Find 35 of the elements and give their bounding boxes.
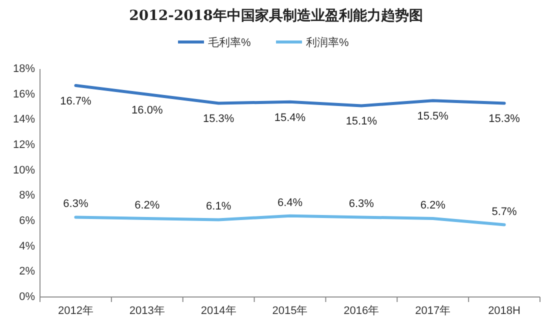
- data-label: 5.7%: [492, 206, 518, 218]
- y-tick-label: 14%: [12, 114, 36, 126]
- data-label: 6.2%: [134, 199, 160, 212]
- x-tick-label: 2017年: [415, 305, 451, 317]
- data-label: 16.7%: [60, 95, 92, 108]
- x-tick-label: 2018H: [488, 305, 521, 317]
- y-tick-label: 8%: [19, 190, 36, 202]
- x-tick-label: 2016年: [344, 305, 380, 317]
- legend-label: 毛利率%: [208, 36, 251, 49]
- y-tick-label: 0%: [19, 291, 36, 303]
- y-tick-label: 4%: [19, 240, 36, 252]
- data-label: 6.4%: [277, 196, 303, 209]
- x-tick-label: 2013年: [129, 305, 165, 317]
- x-tick-label: 2012年: [58, 305, 94, 317]
- data-label: 16.0%: [132, 104, 163, 116]
- data-label: 15.3%: [202, 113, 234, 126]
- data-label: 15.3%: [488, 113, 520, 126]
- y-tick-label: 2%: [19, 266, 36, 278]
- data-label: 6.3%: [348, 198, 374, 210]
- x-tick-label: 2014年: [200, 305, 236, 317]
- data-label: 6.1%: [206, 200, 232, 213]
- line-series: [74, 214, 506, 226]
- y-tick-label: 10%: [12, 164, 36, 176]
- legend-label: 利润率%: [306, 36, 349, 49]
- y-tick-label: 6%: [19, 215, 36, 227]
- chart-title: 2012-2018年中国家具制造业盈利能力趋势图: [129, 7, 423, 24]
- data-label: 15.4%: [274, 112, 306, 124]
- data-label: 6.3%: [63, 198, 88, 210]
- data-label: 15.1%: [346, 116, 378, 128]
- data-label: 15.5%: [417, 110, 449, 123]
- y-tick-label: 16%: [12, 88, 36, 100]
- x-tick-label: 2015年: [272, 305, 308, 317]
- data-label: 6.2%: [420, 199, 446, 212]
- y-tick-label: 12%: [12, 139, 36, 151]
- y-tick-label: 18%: [12, 63, 36, 75]
